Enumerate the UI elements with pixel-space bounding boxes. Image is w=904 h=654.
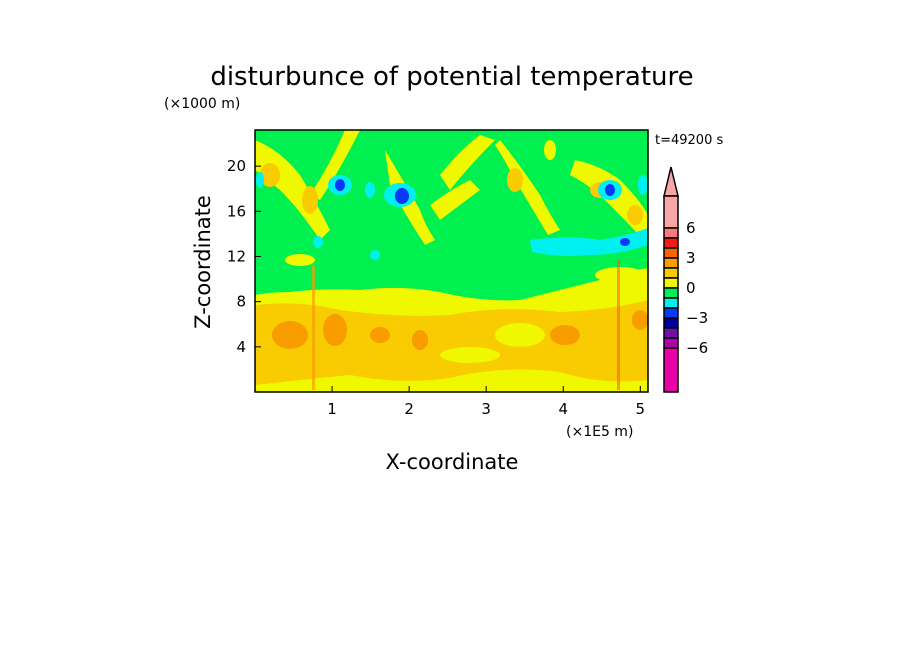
contour-blob <box>550 325 580 345</box>
contour-blob <box>272 321 308 349</box>
contour-field <box>255 130 648 392</box>
colorbar-swatch <box>663 297 679 309</box>
contour-streak <box>617 260 620 390</box>
contour-blob <box>495 323 545 347</box>
x-tick-label: 3 <box>481 400 491 418</box>
contour-blob <box>620 238 630 246</box>
colorbar: 6 3 0 −3 −6 <box>663 166 708 393</box>
contour-yellow-streak <box>570 160 648 245</box>
chart-title: disturbunce of potential temperature <box>210 62 693 92</box>
y-tick-label: 8 <box>236 293 246 311</box>
contour-blob <box>412 330 428 350</box>
contour-blob <box>632 310 648 330</box>
x-tick-label: 2 <box>404 400 414 418</box>
contour-blob <box>638 175 648 195</box>
colorbar-swatch <box>663 247 679 259</box>
colorbar-swatch <box>663 237 679 249</box>
colorbar-swatch <box>663 257 679 269</box>
colorbar-label: −3 <box>686 309 708 327</box>
time-label: t=49200 s <box>655 133 723 148</box>
colorbar-swatch <box>663 287 679 299</box>
colorbar-extend-triangle <box>663 166 679 197</box>
y-tick-label: 4 <box>236 338 246 356</box>
y-axis-label: Z-coordinate <box>191 195 215 329</box>
contour-blob <box>313 236 323 248</box>
colorbar-swatch <box>663 307 679 319</box>
colorbar-swatch <box>663 267 679 279</box>
colorbar-label: 6 <box>686 219 696 237</box>
contour-cyan-band <box>530 228 648 256</box>
colorbar-label: −6 <box>686 339 708 357</box>
colorbar-swatch <box>663 277 679 289</box>
y-tick-label: 20 <box>227 157 246 175</box>
contour-blob <box>285 254 315 266</box>
contour-blob <box>627 205 643 225</box>
contour-blob <box>370 250 380 260</box>
y-tick-label: 12 <box>227 247 246 265</box>
contour-green-layer <box>255 130 648 301</box>
contour-blob <box>370 327 390 343</box>
colorbar-label: 3 <box>686 249 696 267</box>
contour-streak <box>312 265 315 390</box>
contour-yellow-streak <box>440 135 495 190</box>
contour-blob <box>335 179 345 191</box>
contour-yellow-streak <box>495 140 560 235</box>
plot-frame <box>254 129 649 393</box>
contour-blob <box>365 182 375 198</box>
y-tick-label: 16 <box>227 202 246 220</box>
contour-blob <box>507 168 523 192</box>
x-tick-label: 1 <box>327 400 337 418</box>
colorbar-swatch <box>663 347 679 393</box>
colorbar-swatch <box>663 195 679 229</box>
colorbar-swatch <box>663 317 679 329</box>
x-tick-label: 5 <box>636 400 646 418</box>
colorbar-swatch <box>663 227 679 239</box>
contour-yellow-streak <box>430 180 480 220</box>
x-axis-label: X-coordinate <box>386 450 519 474</box>
contour-blob <box>302 186 318 214</box>
y-unit-label: (×1000 m) <box>164 96 240 112</box>
contour-blob <box>260 163 280 187</box>
contour-lower-orange <box>255 300 648 385</box>
contour-blob <box>323 314 347 346</box>
contour-blob <box>605 184 615 196</box>
x-unit-label: (×1E5 m) <box>566 424 633 440</box>
contour-blob <box>395 188 409 204</box>
contour-blob <box>440 347 500 363</box>
contour-yellow-streak <box>310 130 360 200</box>
contour-blob <box>256 172 264 188</box>
contour-blob <box>544 140 556 160</box>
colorbar-swatch <box>663 337 679 349</box>
colorbar-label: 0 <box>686 279 696 297</box>
colorbar-swatch <box>663 327 679 339</box>
x-tick-label: 4 <box>558 400 568 418</box>
